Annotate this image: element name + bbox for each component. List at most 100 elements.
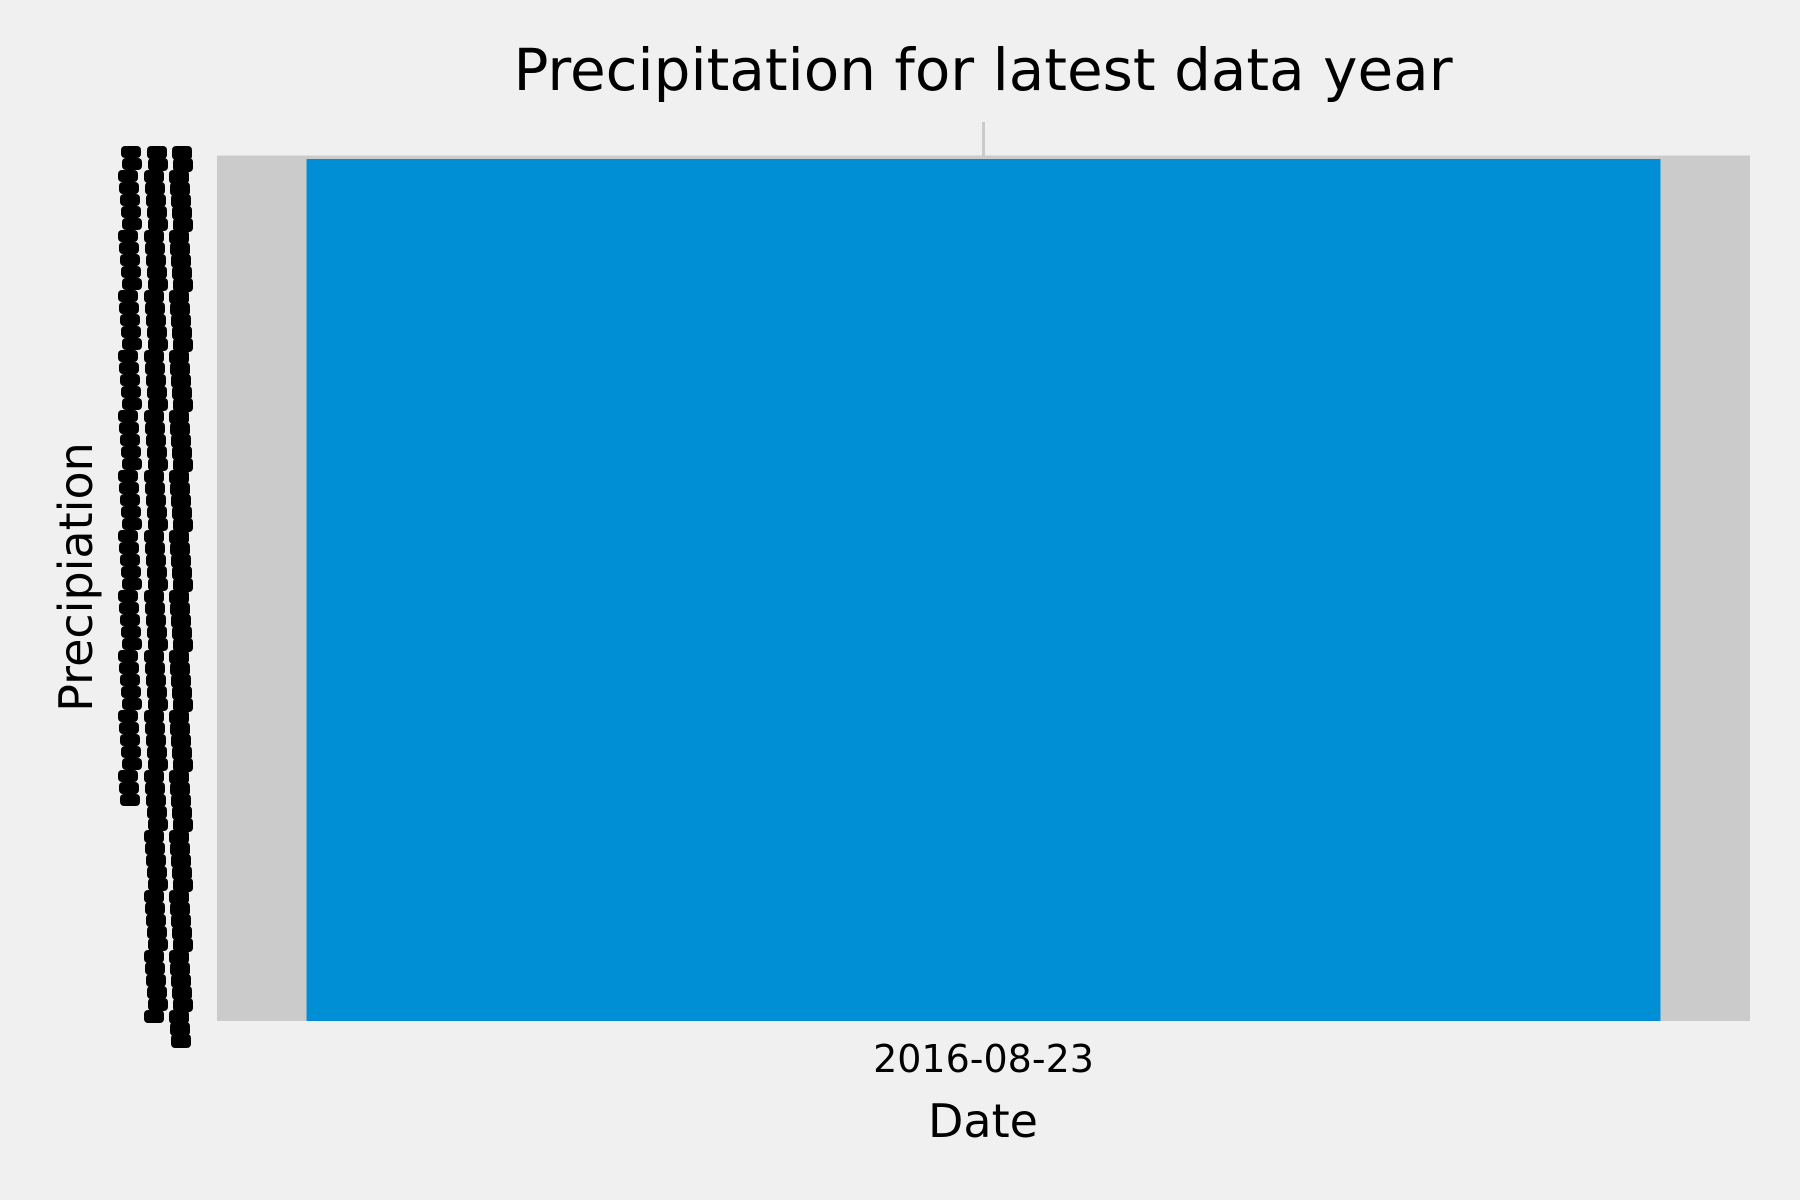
y-tick-label (171, 254, 191, 268)
y-tick-label (121, 266, 141, 278)
y-tick-label (169, 890, 189, 904)
y-tick-label (173, 578, 193, 592)
y-tick-label (170, 482, 190, 496)
y-tick-label (145, 722, 165, 735)
y-tick-labels (118, 146, 193, 1048)
y-tick-label (145, 182, 165, 195)
y-tick-label (172, 866, 192, 880)
y-tick-label (148, 458, 168, 471)
y-tick-label (170, 782, 190, 796)
y-tick-label (146, 794, 166, 807)
y-tick-label (121, 506, 141, 518)
y-tick-label (172, 746, 192, 760)
y-tick-label (120, 194, 140, 206)
y-tick-label (118, 650, 138, 662)
y-tick-label (172, 146, 192, 160)
y-tick-label (145, 542, 165, 555)
y-tick-label (120, 554, 140, 566)
y-tick-label (147, 986, 167, 999)
y-tick-label (144, 410, 164, 423)
y-tick-label (173, 398, 193, 412)
y-tick-label (119, 302, 139, 314)
y-tick-label (171, 614, 191, 628)
y-tick-label (121, 386, 141, 398)
y-tick-label (121, 746, 141, 758)
y-tick-label (171, 974, 191, 988)
y-tick-label (122, 158, 142, 170)
y-tick-label (169, 170, 189, 184)
y-tick-label (170, 722, 190, 736)
y-tick-label (121, 146, 141, 158)
y-tick-label (121, 326, 141, 338)
y-tick-label (170, 182, 190, 196)
y-tick-label (120, 314, 140, 326)
y-tick-label (144, 590, 164, 603)
y-tick-label (169, 650, 189, 664)
y-tick-label (119, 362, 139, 374)
y-tick-label (119, 722, 139, 734)
y-tick-label (146, 554, 166, 567)
y-tick-label (144, 530, 164, 543)
y-tick-label (144, 650, 164, 663)
y-tick-label (145, 902, 165, 915)
y-tick-label (120, 734, 140, 746)
y-tick-label (148, 638, 168, 651)
y-tick-label (145, 482, 165, 495)
y-tick-label (118, 410, 138, 422)
y-tick-label (145, 302, 165, 315)
y-tick-label (118, 590, 138, 602)
y-tick-label (145, 242, 165, 255)
y-tick-label (148, 278, 168, 291)
y-tick-label (147, 326, 167, 339)
y-tick-label (145, 662, 165, 675)
y-tick-label (120, 494, 140, 506)
y-tick-label (171, 1034, 191, 1048)
y-tick-label (171, 194, 191, 208)
y-tick-label (146, 674, 166, 687)
y-tick-label (121, 206, 141, 218)
y-tick-label (146, 614, 166, 627)
y-tick-label (118, 170, 138, 182)
y-tick-label (171, 914, 191, 928)
y-tick-label (170, 362, 190, 376)
y-tick-label (120, 254, 140, 266)
y-tick-label (146, 194, 166, 207)
y-tick-label (122, 758, 142, 770)
y-tick-label (169, 1010, 189, 1024)
x-tick-label: 2016-08-23 (873, 1037, 1094, 1081)
y-tick-label (173, 338, 193, 352)
y-tick-label (148, 818, 168, 831)
y-tick-label (171, 434, 191, 448)
y-tick-label (145, 362, 165, 375)
y-tick-label (120, 674, 140, 686)
y-tick-label (172, 686, 192, 700)
y-tick-label (172, 986, 192, 1000)
y-tick-label (144, 710, 164, 723)
y-tick-label (118, 350, 138, 362)
y-tick-label (173, 938, 193, 952)
y-tick-label (145, 602, 165, 615)
y-tick-label (171, 314, 191, 328)
y-tick-label (144, 950, 164, 963)
y-tick-label (119, 542, 139, 554)
y-tick-label (170, 422, 190, 436)
y-tick-label (118, 710, 138, 722)
y-tick-label (144, 890, 164, 903)
y-tick-label (146, 494, 166, 507)
y-tick-label (118, 530, 138, 542)
y-tick-label (172, 446, 192, 460)
y-tick-label (145, 842, 165, 855)
y-tick-label (173, 698, 193, 712)
y-tick-label (169, 530, 189, 544)
y-tick-label (120, 374, 140, 386)
y-tick-label (144, 170, 164, 183)
y-tick-label (171, 374, 191, 388)
y-tick-label (144, 290, 164, 303)
y-tick-label (169, 410, 189, 424)
y-tick-label (170, 602, 190, 616)
y-tick-label (121, 446, 141, 458)
y-tick-label (170, 542, 190, 556)
y-tick-label (144, 470, 164, 483)
y-tick-label (119, 182, 139, 194)
x-axis-label: Date (928, 1094, 1038, 1148)
